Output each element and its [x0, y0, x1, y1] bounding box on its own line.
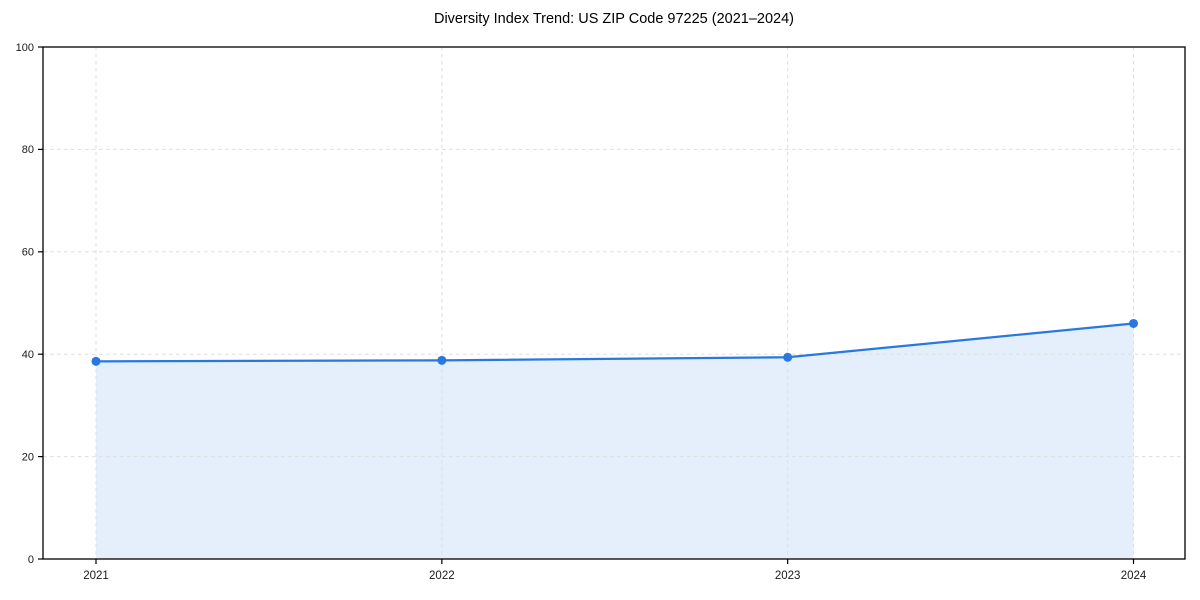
data-point-2021 [91, 356, 101, 366]
trend-line [94, 322, 1135, 363]
y-tick-label: 80 [22, 144, 34, 156]
area-fill [96, 323, 1134, 559]
y-tick-label: 20 [22, 451, 34, 463]
y-tick-label: 0 [28, 554, 34, 566]
chart-title: Diversity Index Trend: US ZIP Code 97225… [433, 11, 795, 27]
x-tick-label: 2022 [429, 570, 455, 582]
x-tick-label: 2023 [775, 570, 801, 582]
x-tick-label: 2021 [83, 570, 109, 582]
data-point-2022 [437, 355, 447, 365]
data-point-2024 [1129, 318, 1138, 328]
y-tick-label: 40 [22, 349, 34, 361]
data-point-2023 [783, 352, 793, 362]
y-tick-label: 100 [16, 42, 34, 54]
y-tick-label: 60 [22, 247, 34, 259]
x-tick-label: 2024 [1121, 570, 1147, 582]
plot-border [42, 46, 1186, 560]
